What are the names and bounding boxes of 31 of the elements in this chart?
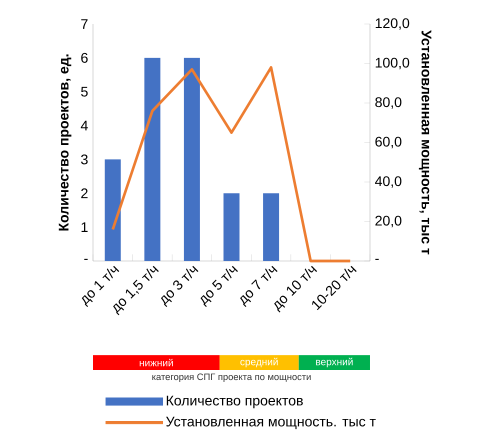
y-axis-title: Количество проектов, ед. <box>58 54 72 231</box>
legend-label: Количество проектов <box>166 396 303 408</box>
bar <box>224 193 240 261</box>
bar <box>184 58 200 261</box>
x-tick-label: до 3 т/ч <box>160 266 198 308</box>
text: нижний <box>140 358 173 366</box>
bar <box>104 159 121 261</box>
y-tick-label: 2 <box>81 188 88 198</box>
y-tick-label: 4 <box>80 120 88 130</box>
y2-tick-label: 40,0 <box>375 176 402 188</box>
text: средний <box>240 358 278 368</box>
y-tick-label: 6 <box>81 52 88 63</box>
line-series <box>111 66 352 262</box>
y2-tick-label: 20,0 <box>375 216 402 228</box>
y2-tick-label: 120,0 <box>376 18 410 30</box>
y2-tick-label: 60,0 <box>375 136 402 148</box>
text: верхний <box>316 358 353 368</box>
legend-label: Установленная мощность. тыс т <box>166 416 376 430</box>
y-tick-label: 3 <box>81 154 88 164</box>
y2-tick-label: 100,0 <box>376 58 410 70</box>
y-tick-label: 1 <box>82 222 88 232</box>
y2-axis-title: Установленная мощность, тыс т <box>418 30 432 254</box>
text: категория СПГ проекта по мощности <box>152 374 311 382</box>
y-tick-label: 5 <box>81 86 88 97</box>
y2-tick-label: 80,0 <box>375 97 402 109</box>
y2-tick-label: - <box>375 258 379 260</box>
bar <box>263 193 280 261</box>
y-tick-label: - <box>84 258 88 260</box>
bar <box>144 58 160 261</box>
y-tick-label: 7 <box>81 19 88 29</box>
x-tick-label: до 5 т/ч <box>200 266 238 308</box>
